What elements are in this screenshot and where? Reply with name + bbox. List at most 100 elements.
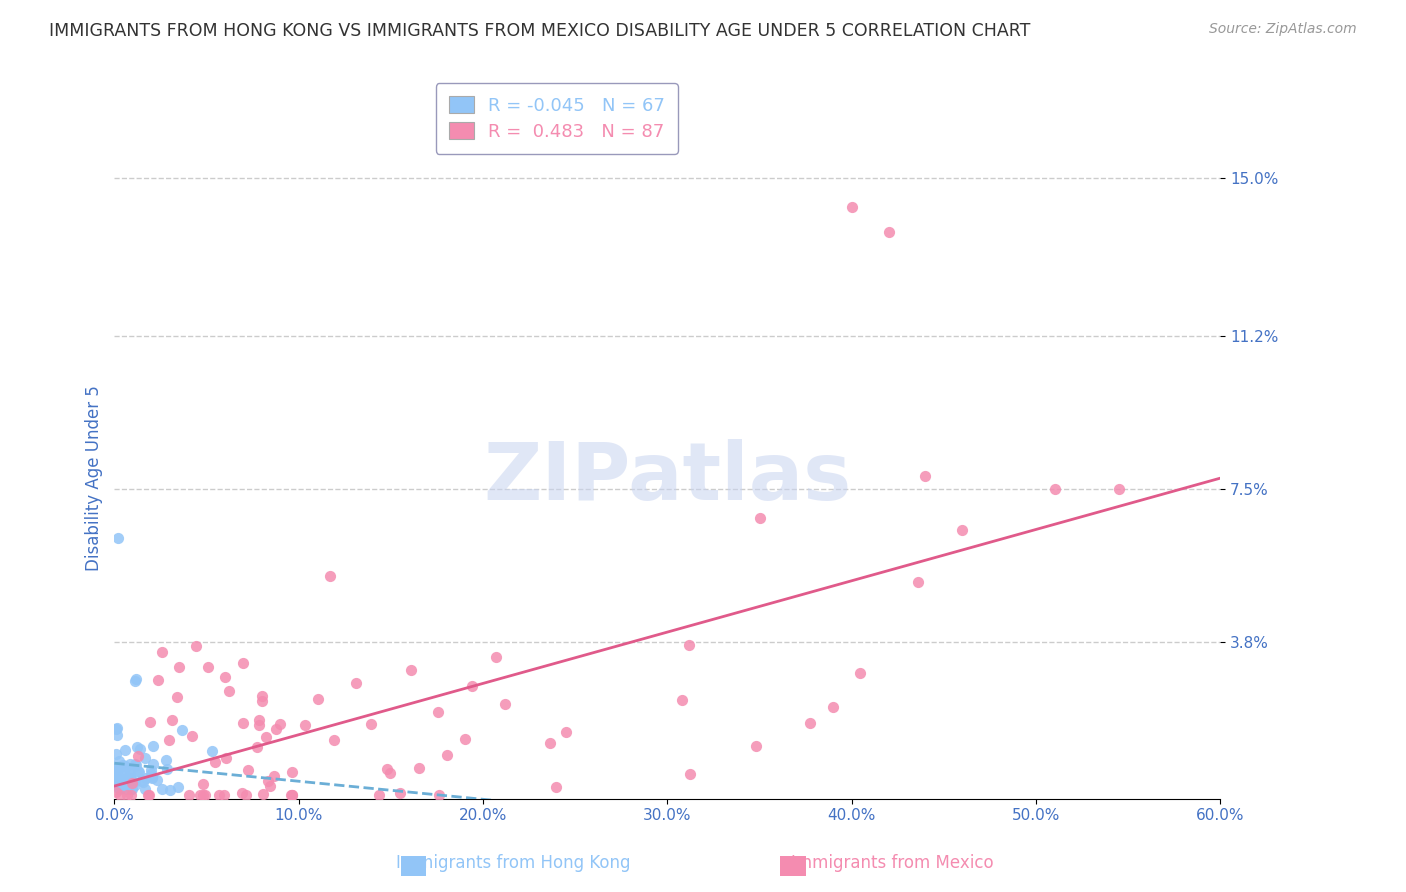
Point <box>218 684 240 698</box>
Point <box>252 787 274 801</box>
Point <box>112 776 135 790</box>
Point <box>141 763 163 777</box>
Point <box>127 749 149 764</box>
Point <box>167 780 190 795</box>
Point <box>117 773 139 788</box>
Point <box>246 740 269 755</box>
Point <box>399 663 422 677</box>
FancyBboxPatch shape <box>780 856 806 876</box>
Text: Immigrants from Mexico: Immigrants from Mexico <box>792 855 994 872</box>
Point <box>167 660 190 674</box>
Point <box>110 788 132 802</box>
Point <box>256 774 278 789</box>
Point <box>247 718 270 732</box>
Point <box>821 699 844 714</box>
Point <box>179 788 201 802</box>
Point <box>247 714 270 728</box>
Point <box>436 747 458 762</box>
Text: ZIPatlas: ZIPatlas <box>484 439 852 517</box>
Point <box>120 772 142 786</box>
Point <box>124 778 146 792</box>
Point <box>155 754 177 768</box>
Point <box>138 788 160 802</box>
Point <box>679 766 702 780</box>
Point <box>375 762 398 776</box>
Point <box>117 788 139 802</box>
Point <box>235 788 257 802</box>
Point <box>544 780 567 794</box>
Point <box>254 731 277 745</box>
Point <box>114 759 136 773</box>
Point <box>191 777 214 791</box>
Point <box>125 758 148 772</box>
Point <box>146 773 169 788</box>
Point <box>745 739 768 753</box>
Point <box>232 656 254 670</box>
Point <box>388 786 411 800</box>
Point <box>214 669 236 683</box>
Point <box>157 732 180 747</box>
Text: IMMIGRANTS FROM HONG KONG VS IMMIGRANTS FROM MEXICO DISABILITY AGE UNDER 5 CORRE: IMMIGRANTS FROM HONG KONG VS IMMIGRANTS … <box>49 22 1031 40</box>
Point <box>191 788 214 802</box>
Point <box>120 772 142 787</box>
Point <box>121 782 143 797</box>
Point <box>127 764 149 778</box>
Point <box>914 469 936 483</box>
Point <box>141 770 163 784</box>
Point <box>114 778 136 792</box>
Point <box>1043 482 1066 496</box>
Point <box>107 780 129 794</box>
Point <box>108 772 131 787</box>
Point <box>427 706 450 720</box>
Point <box>115 781 138 796</box>
Point <box>124 757 146 772</box>
Point <box>107 782 129 797</box>
Point <box>111 781 134 796</box>
Point <box>112 763 135 777</box>
Point <box>125 740 148 755</box>
Point <box>841 200 863 214</box>
Legend: R = -0.045   N = 67, R =  0.483   N = 87: R = -0.045 N = 67, R = 0.483 N = 87 <box>436 83 678 153</box>
Point <box>281 764 304 779</box>
Point <box>121 775 143 789</box>
Point <box>134 782 156 797</box>
Point <box>112 772 135 786</box>
Point <box>105 770 128 784</box>
Point <box>111 779 134 793</box>
Point <box>799 716 821 731</box>
Point <box>142 739 165 754</box>
Point <box>125 672 148 686</box>
Point <box>111 758 134 772</box>
Point <box>950 523 973 537</box>
Point <box>212 788 235 802</box>
Point <box>461 679 484 693</box>
Point <box>134 751 156 765</box>
Point <box>122 775 145 789</box>
Point <box>368 788 391 802</box>
Point <box>105 785 128 799</box>
Point <box>105 728 128 742</box>
Point <box>250 694 273 708</box>
FancyBboxPatch shape <box>401 856 426 876</box>
Point <box>555 724 578 739</box>
Point <box>159 782 181 797</box>
Point <box>150 645 173 659</box>
Point <box>111 773 134 788</box>
Point <box>150 782 173 797</box>
Point <box>172 723 194 737</box>
Point <box>107 760 129 774</box>
Point <box>281 788 304 802</box>
Point <box>141 771 163 785</box>
Point <box>485 650 508 665</box>
Point <box>200 744 222 758</box>
Point <box>232 716 254 731</box>
Point <box>294 717 316 731</box>
Point <box>105 768 128 782</box>
Point <box>194 788 217 802</box>
Point <box>188 788 211 802</box>
Point <box>360 717 382 731</box>
Point <box>671 693 693 707</box>
Point <box>197 660 219 674</box>
Point <box>877 225 900 239</box>
Point <box>131 772 153 787</box>
